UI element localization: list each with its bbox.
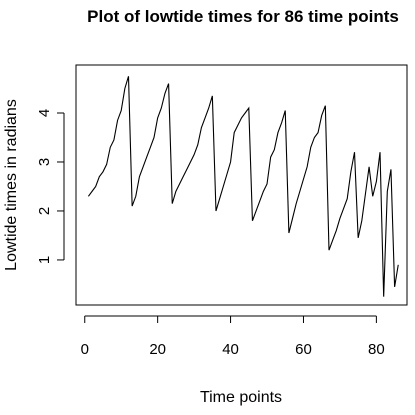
x-axis: 0 20 40 60 80 [81,315,385,358]
chart-title: Plot of lowtide times for 86 time points [87,7,399,26]
x-tick-label: 60 [295,341,312,358]
y-axis: 1 2 3 4 [36,109,65,264]
y-axis-title: Lowtide times in radians [3,99,20,271]
y-tick-label: 2 [36,207,53,215]
x-tick-label: 80 [368,341,385,358]
plot-area-frame [75,64,408,306]
x-tick-label: 0 [81,341,89,358]
y-tick-label: 3 [36,158,53,166]
x-axis-title: Time points [200,389,282,406]
y-tick-label: 4 [36,109,53,117]
y-tick-label: 1 [36,256,53,264]
x-tick-label: 40 [222,341,239,358]
lowtide-series-line [87,76,399,297]
x-tick-label: 20 [149,341,166,358]
